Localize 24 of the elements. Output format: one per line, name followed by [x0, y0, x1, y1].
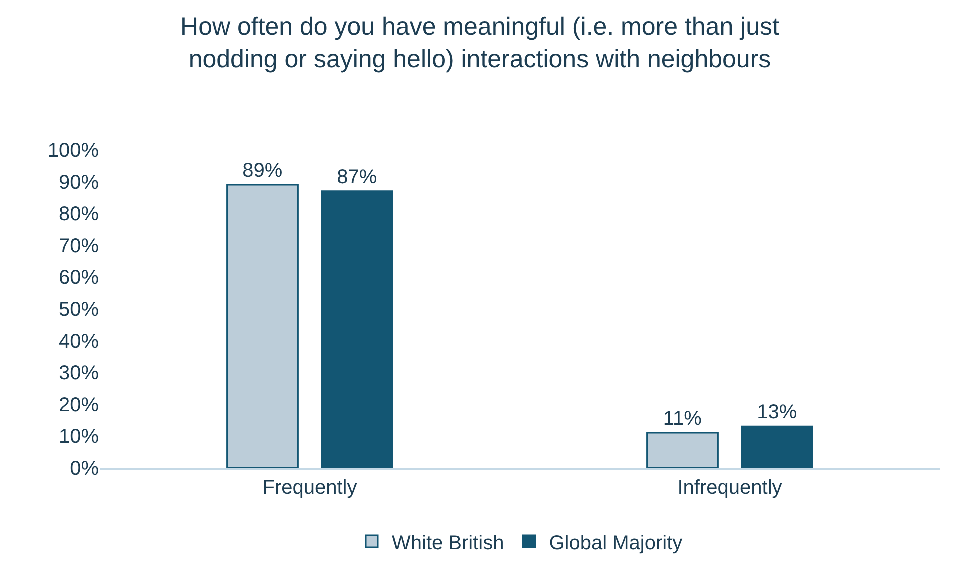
y-tick-label: 90% — [58, 172, 100, 194]
y-tick-label: 20% — [58, 394, 100, 416]
y-tick-label: 50% — [58, 299, 100, 321]
bar — [741, 426, 814, 468]
legend-label: White British — [392, 532, 504, 554]
y-tick-label: 80% — [58, 204, 100, 226]
x-tick-label: Infrequently — [678, 477, 782, 499]
y-tick-label: 40% — [58, 330, 100, 353]
data-label: 11% — [663, 408, 702, 430]
data-label: 13% — [757, 402, 798, 424]
bar — [226, 184, 299, 468]
data-label: 89% — [242, 160, 283, 182]
y-tick-label: 100% — [48, 140, 100, 162]
y-tick-label: 10% — [58, 426, 100, 448]
x-tick-label: Frequently — [262, 477, 358, 499]
legend-label: Global Majority — [549, 532, 683, 554]
bar — [321, 190, 394, 468]
y-tick-label: 30% — [58, 362, 100, 385]
data-label: 87% — [337, 166, 378, 188]
y-tick-label: 70% — [58, 235, 100, 258]
bar — [646, 432, 719, 468]
y-tick-label: 0% — [70, 458, 100, 480]
y-tick-label: 60% — [58, 267, 100, 290]
chart-title: How often do you have meaningful (i.e. more than just nodding or saying hello) interactions with neighbours — [180, 12, 780, 74]
